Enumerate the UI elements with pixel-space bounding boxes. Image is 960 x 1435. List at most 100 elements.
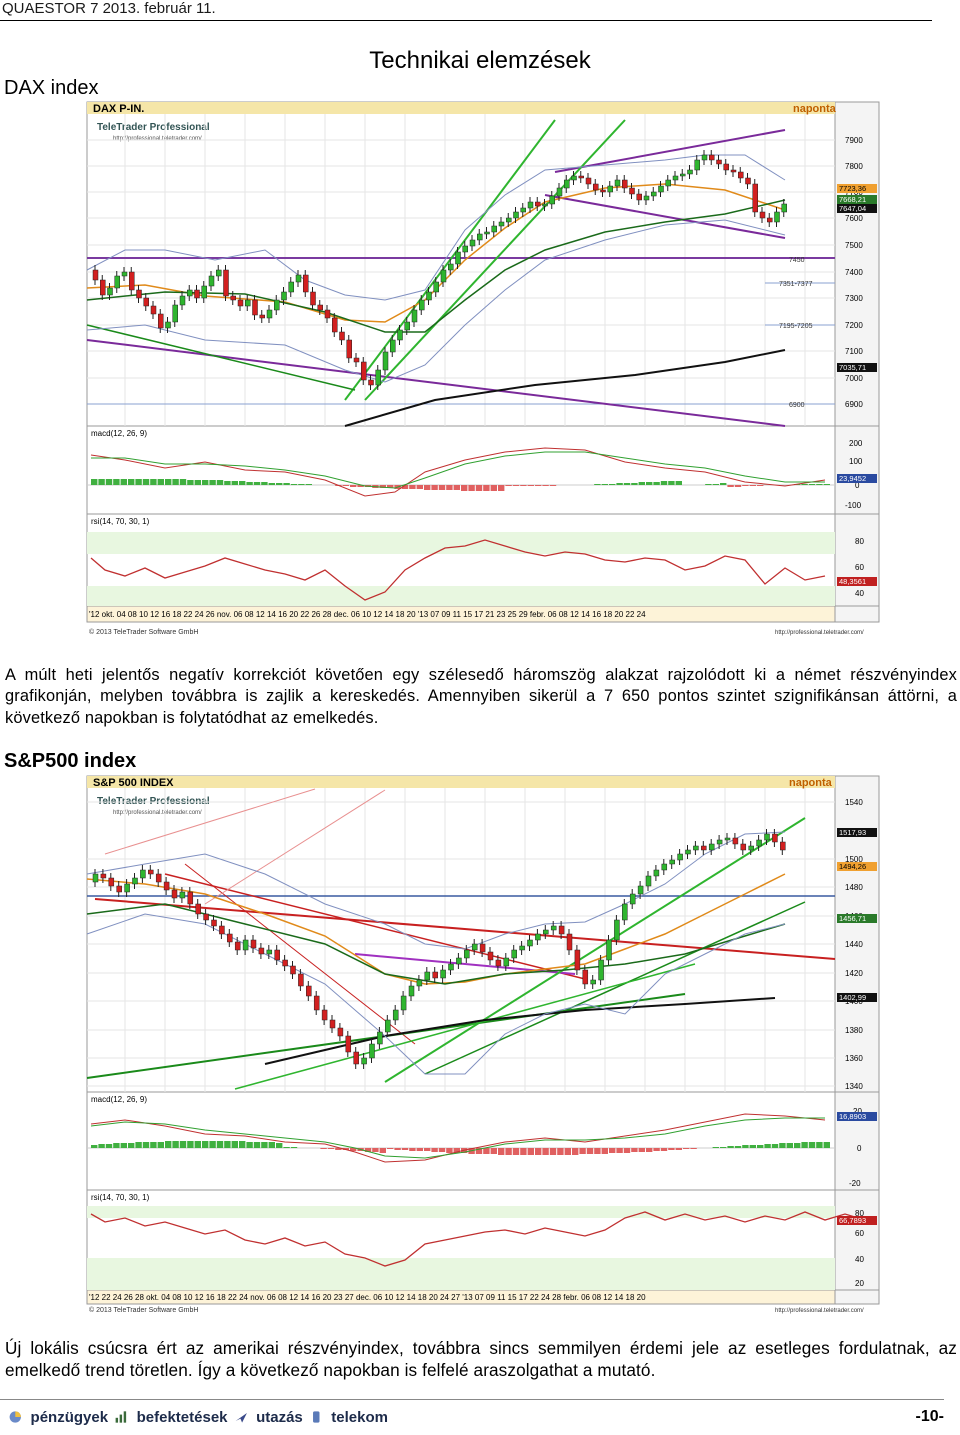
candle-body: [195, 903, 201, 915]
candle-body: [382, 351, 389, 371]
candle-body: [556, 187, 563, 197]
histogram-bar: [549, 1148, 557, 1155]
macd-label: macd(12, 26, 9): [91, 429, 147, 438]
candle-body: [564, 179, 570, 189]
dax-heading: DAX index: [4, 77, 99, 99]
candle-body: [274, 299, 280, 311]
histogram-bar: [120, 1143, 127, 1148]
histogram-bar: [549, 485, 557, 486]
candle-body: [411, 309, 418, 323]
histogram-bar: [742, 1145, 749, 1148]
candle-body: [408, 985, 415, 997]
candle-body: [455, 251, 461, 265]
rsi-tag: 48,3561: [839, 577, 866, 586]
candle-body: [772, 833, 778, 843]
histogram-bar: [350, 1148, 357, 1151]
svg-text:60: 60: [855, 1229, 864, 1238]
candle-body: [590, 979, 596, 985]
histogram-bar: [623, 1148, 631, 1153]
candle-body: [781, 203, 787, 213]
histogram-bar: [483, 1148, 490, 1154]
candle-body: [143, 297, 149, 307]
candle-body: [390, 339, 396, 353]
candle-body: [245, 299, 251, 307]
histogram-bar: [179, 1141, 187, 1148]
histogram-bar: [705, 484, 712, 485]
histogram-bar: [342, 485, 349, 486]
histogram-bar: [520, 1148, 527, 1155]
candle-body: [629, 893, 636, 905]
macd-tag: 16,8903: [839, 1112, 866, 1121]
candle-body: [211, 919, 217, 927]
candle-body: [266, 949, 273, 955]
histogram-bar: [216, 1141, 224, 1148]
candle-body: [132, 877, 138, 885]
candle-body: [680, 173, 686, 177]
histogram-bar: [379, 485, 386, 488]
candle-body: [108, 877, 115, 887]
candle-body: [756, 839, 762, 847]
macd-axis: 200 100 0 -100: [845, 439, 863, 510]
chart-title: DAX P-IN.: [93, 103, 144, 115]
candle-body: [511, 949, 517, 959]
histogram-bar: [320, 1148, 327, 1149]
candle-body: [462, 245, 468, 253]
candle-body: [694, 159, 700, 171]
candle-body: [585, 177, 592, 185]
histogram-bar: [98, 479, 105, 485]
candle-body: [219, 925, 225, 935]
candle-body: [155, 873, 162, 883]
histogram-bar: [194, 480, 201, 485]
chart-period: naponta: [789, 777, 833, 789]
histogram-bar: [535, 1148, 542, 1155]
histogram-bar: [135, 1142, 142, 1148]
candle-body: [448, 263, 454, 271]
histogram-bar: [527, 485, 534, 486]
candle-body: [614, 179, 621, 187]
candle-body: [321, 1009, 328, 1021]
histogram-bar: [653, 1148, 660, 1151]
histogram-bar: [105, 1144, 113, 1148]
candle-body: [290, 965, 296, 975]
histogram-bar: [823, 484, 830, 485]
histogram-bar: [298, 484, 305, 485]
histogram-bar: [675, 1148, 682, 1150]
histogram-bar: [579, 1148, 586, 1154]
histogram-bar: [601, 484, 608, 485]
price-tag: 7035,71: [839, 363, 866, 372]
candle-body: [203, 913, 209, 921]
candle-body: [665, 179, 671, 187]
candle-body: [513, 211, 519, 219]
footer-url: http://professional.teletrader.com/: [775, 1308, 864, 1314]
histogram-bar: [505, 1148, 512, 1155]
candle-body: [767, 217, 773, 223]
candle-body: [464, 949, 470, 959]
dax-candles: [92, 150, 787, 390]
candle-body: [730, 169, 737, 173]
histogram-bar: [734, 485, 742, 487]
candle-body: [258, 947, 265, 955]
histogram-bar: [202, 480, 209, 485]
candle-body: [448, 963, 454, 971]
candle-body: [369, 1043, 375, 1059]
histogram-bar: [594, 1148, 601, 1154]
candle-body: [571, 175, 577, 181]
histogram-bar: [616, 1148, 623, 1153]
candle-body: [574, 949, 581, 971]
candle-body: [100, 279, 106, 296]
candle-body: [288, 281, 294, 293]
candle-body: [424, 971, 431, 981]
candle-body: [306, 985, 312, 997]
histogram-bar: [179, 479, 187, 485]
dax-commentary: A múlt heti jelentős negatív korrekciót …: [5, 666, 957, 727]
candle-body: [658, 185, 664, 193]
candle-body: [542, 203, 548, 207]
page-number: -10-: [915, 1408, 944, 1425]
candle-body: [593, 183, 599, 191]
price-tag: 7647,04: [839, 204, 866, 213]
candle-body: [194, 289, 200, 299]
candle-body: [172, 304, 178, 323]
candle-body: [693, 845, 699, 851]
histogram-bar: [816, 484, 823, 485]
histogram-bar: [268, 1142, 275, 1148]
